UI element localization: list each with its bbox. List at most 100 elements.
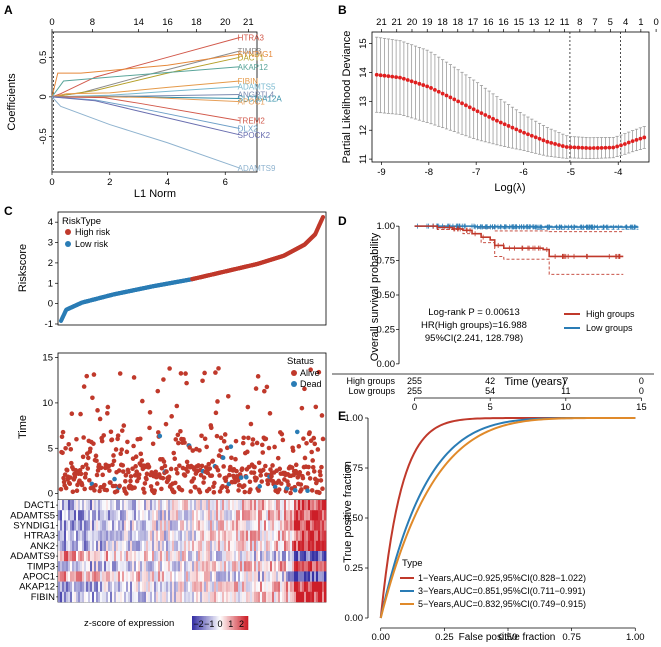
panel-b-deviance-point [642,135,647,140]
panel-c-heatmap-cell [282,530,285,541]
panel-c-heatmap-cell [102,581,105,592]
panel-c-heatmap-cell [78,571,81,582]
panel-c-heatmap-cell [316,530,319,541]
panel-c-heatmap-cell [212,500,215,511]
panel-c-heatmap-cell [260,500,263,511]
panel-c-heatmap-cell [64,551,67,562]
panel-c-time-point [266,445,272,451]
panel-c-time-point [78,411,83,417]
panel-c-heatmap-cell [266,571,269,582]
panel-b-top-tick-label: 4 [623,17,628,28]
panel-c-heatmap-cell [64,591,67,603]
panel-a-label-timp3: TIMP3 [238,47,262,56]
panel-c-time-point [182,440,187,445]
panel-c-heatmap-cell [264,520,267,531]
panel-c-heatmap-cell [62,551,65,562]
panel-c-heatmap-cell [110,571,113,582]
panel-c-heatmap-cell [70,530,73,541]
panel-c-heatmap-cell [120,551,123,562]
panel-c-heatmap-cell [114,500,117,511]
panel-c-heatmap-cell [286,551,289,562]
panel-c-heatmap-cell [142,561,145,572]
panel-c-time-point [227,472,232,478]
panel-c-heatmap-cell [254,520,257,531]
panel-c-heatmap-cell [200,530,203,541]
panel-c-heatmap-cell [266,510,269,521]
panel-c-heatmap-cell [236,500,239,511]
panel-c-heatmap-cell [114,591,117,603]
hazard-ratio: HR(High groups)=16.988 [421,320,527,331]
panel-c-heatmap-cell [66,561,69,572]
panel-c-heatmap-cell [262,510,265,521]
panel-c-heatmap-cell [280,530,283,541]
panel-c-heatmap-cell [314,581,317,592]
panel-c-heatmap-cell [70,581,73,592]
panel-c-heatmap-cell [102,540,105,552]
panel-c-heatmap-cell [160,520,163,531]
panel-c-heatmap-cell [226,520,229,531]
panel-c-time-point [168,466,174,472]
panel-a-x-tick-label: 0 [49,177,54,188]
panel-c-heatmap-cell [204,571,207,582]
panel-d-table-count: 42 [485,376,495,386]
panel-c-time-point [94,458,99,464]
panel-b-top-tick-label: 20 [407,17,418,28]
panel-c-heatmap-cell [270,540,273,552]
panel-b-deviance-point [405,78,410,82]
panel-c-time-point [124,449,130,455]
panel-c-heatmap-cell [294,581,297,592]
panel-c-heatmap-cell [234,561,237,572]
panel-c-heatmap-cell [294,591,297,603]
panel-c-heatmap-cell [202,530,205,541]
panel-c-heatmap-cell [120,581,123,592]
panel-c-heatmap-cell [92,561,95,572]
panel-c-heatmap-cell [208,571,211,582]
panel-b-x-ticks: -9 -8 -7 -6 -5 -4 [377,162,622,178]
panel-c-time-point [69,411,75,417]
panel-c-time-point [166,474,172,480]
panel-c-time-point [148,484,154,489]
panel-c-heatmap-cell [282,510,285,521]
low-risk-legend-label: Low risk [75,239,109,249]
panel-c-time-point [242,489,248,495]
panel-c-heatmap-cell [310,551,313,562]
panel-c-heatmap-cell [200,500,203,511]
panel-c-heatmap-cell [190,561,193,572]
panel-c-time-point [264,384,270,390]
panel-c-heatmap-cell [116,591,119,603]
panel-c-heatmap-cell [314,500,317,511]
panel-c-heatmap-cell [206,510,209,521]
panel-c-heatmap-cell [236,530,239,541]
panel-c-heatmap-cell [210,500,213,511]
panel-c-heatmap-cell [198,561,201,572]
panel-c-heatmap-cell [282,500,285,511]
panel-c-heatmap-cell [226,530,229,541]
panel-c-heatmap-cell [140,581,143,592]
panel-c-heatmap-cell [314,551,317,562]
panel-c-heatmap-cell [322,581,325,592]
panel-c-heatmap-cell [290,520,293,531]
panel-c-time-point [94,472,100,478]
panel-c-heatmap-cell [170,520,173,531]
panel-c-heatmap-cell [224,500,227,511]
panel-c-time-point [289,465,295,470]
panel-c-heatmap-cell [122,510,125,521]
panel-c-time-point [137,436,143,442]
panel-c-heatmap-cell [106,520,109,531]
panel-c-heatmap-cell [236,591,239,603]
panel-c-heatmap-cell [254,591,257,603]
panel-c-heatmap-cell [286,591,289,603]
panel-c-heatmap-cell [74,571,77,582]
panel-c-heatmap-cell [204,510,207,521]
panel-c-heatmap-cell [302,571,305,582]
panel-c-time-point [214,433,220,439]
heatmap-scale-segment [192,616,194,630]
panel-c-heatmap-cell [288,540,291,552]
panel-b-deviance-point [413,80,418,85]
panel-d-xlabel: Time (years) [504,376,565,388]
panel-c-heatmap-cell [280,500,283,511]
heatmap-scale-tick-label: 1 [228,619,233,629]
panel-c-heatmap-cell [116,581,119,592]
panel-c-time-point [74,488,80,493]
panel-c-heatmap-cell [110,510,113,521]
